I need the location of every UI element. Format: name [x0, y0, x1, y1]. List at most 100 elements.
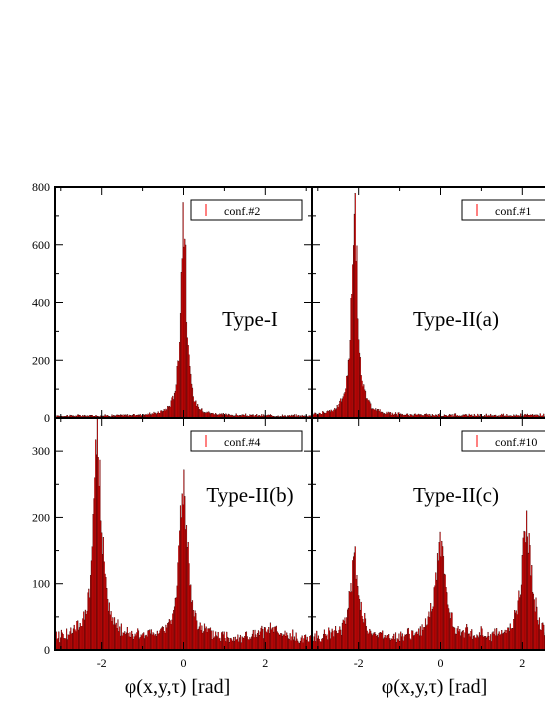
- histogram-bar: [187, 542, 189, 651]
- histogram-bar: [363, 622, 365, 651]
- histogram-bar: [457, 626, 459, 651]
- histogram-bar: [319, 641, 321, 651]
- histogram-bar: [125, 632, 128, 651]
- histogram-bar: [404, 634, 406, 651]
- histogram-bar: [455, 633, 457, 651]
- histogram-bar: [277, 632, 279, 651]
- histogram-bar: [192, 396, 194, 419]
- legend-label: conf.#1: [495, 204, 531, 218]
- histogram-bar: [527, 552, 529, 651]
- histogram-bar: [321, 638, 323, 651]
- panel-type-label: Type-II(a): [413, 307, 499, 331]
- histogram-bar: [69, 631, 71, 651]
- histogram-bar: [335, 409, 337, 419]
- histogram-bar: [164, 632, 166, 651]
- histogram-bar: [257, 632, 259, 651]
- histogram-bar: [278, 634, 280, 651]
- x-tick-label: 2: [519, 656, 525, 670]
- histogram-bar: [532, 593, 535, 651]
- histogram-bar: [344, 392, 346, 419]
- histogram-bar: [113, 617, 116, 651]
- histogram-bar: [462, 630, 464, 651]
- histogram-bar: [339, 400, 341, 419]
- histogram-bar: [102, 537, 104, 651]
- histogram-bar: [471, 629, 473, 651]
- histogram-bar: [124, 631, 126, 651]
- histogram-bar: [185, 244, 187, 419]
- histogram-bar: [304, 635, 306, 651]
- histogram-bar: [170, 400, 172, 419]
- histogram-bar: [327, 410, 329, 419]
- histogram-bar: [359, 357, 361, 419]
- histogram-bar: [486, 636, 488, 651]
- histogram-bar: [174, 390, 176, 419]
- legend-label: conf.#2: [224, 204, 260, 218]
- histogram-bar: [255, 634, 257, 651]
- histogram-bar: [87, 592, 89, 651]
- histogram-bar: [465, 627, 467, 651]
- histogram-bar: [201, 408, 203, 419]
- histogram-bar: [244, 636, 246, 651]
- histogram-bar: [254, 629, 256, 651]
- histogram-bar: [364, 391, 367, 419]
- histogram-bar: [401, 633, 403, 651]
- histogram-bar: [419, 626, 421, 651]
- histogram-bar: [121, 635, 123, 651]
- histogram-bar: [139, 637, 141, 651]
- histogram-bar: [103, 561, 105, 651]
- histogram-bar: [183, 246, 185, 419]
- legend-box: [461, 199, 545, 221]
- histogram-bar: [538, 624, 540, 651]
- histogram-bar: [300, 637, 302, 651]
- histogram-bar: [514, 610, 516, 651]
- histogram-bar: [345, 623, 347, 651]
- histogram-bar: [82, 618, 84, 651]
- histogram-bar: [113, 624, 115, 651]
- histogram-bar: [156, 630, 158, 651]
- histogram-bar: [417, 634, 419, 651]
- histogram-bar: [281, 633, 283, 651]
- histogram-bar: [200, 409, 202, 419]
- histogram-bar: [377, 409, 379, 419]
- histogram-bar: [429, 617, 431, 651]
- histogram-bar: [231, 639, 233, 651]
- histogram-bar: [357, 318, 359, 419]
- histogram-bar: [411, 630, 413, 651]
- histogram-bar: [358, 595, 360, 651]
- histogram-bar: [137, 628, 139, 651]
- histogram-bar: [334, 408, 336, 419]
- histogram-bar: [309, 636, 311, 651]
- histogram-bar: [270, 629, 272, 651]
- histogram-bar: [526, 536, 529, 651]
- histogram-bar: [496, 628, 498, 651]
- histogram-bar: [314, 633, 316, 651]
- histogram-bar: [72, 628, 74, 651]
- histogram-bar: [313, 636, 315, 651]
- histogram-bar: [267, 629, 269, 651]
- histogram-bar: [406, 628, 409, 651]
- histogram-bar: [216, 636, 218, 651]
- histogram-bar: [368, 399, 370, 419]
- legend-box: [190, 430, 303, 452]
- histogram-bar: [298, 642, 300, 651]
- histogram-bar: [214, 636, 216, 651]
- histogram-bar: [377, 637, 379, 651]
- histogram-bar: [249, 637, 251, 651]
- histogram-bar: [400, 636, 403, 651]
- histogram-bar: [175, 597, 177, 651]
- histogram-bar: [367, 633, 369, 651]
- panel-type-label: Type-II(c): [413, 483, 499, 507]
- histogram-bar: [105, 577, 107, 651]
- histogram-bar: [350, 582, 352, 651]
- histogram-bar: [160, 410, 162, 419]
- legend-label: conf.#10: [495, 435, 537, 449]
- histogram-bar: [358, 339, 360, 419]
- histogram-bar: [180, 272, 182, 419]
- histogram-bar: [178, 361, 180, 419]
- histogram-bar: [329, 630, 331, 651]
- y-tick-label: 300: [32, 444, 50, 458]
- histogram-bar: [131, 634, 134, 651]
- histogram-bar: [490, 641, 493, 651]
- histogram-bar: [147, 630, 149, 651]
